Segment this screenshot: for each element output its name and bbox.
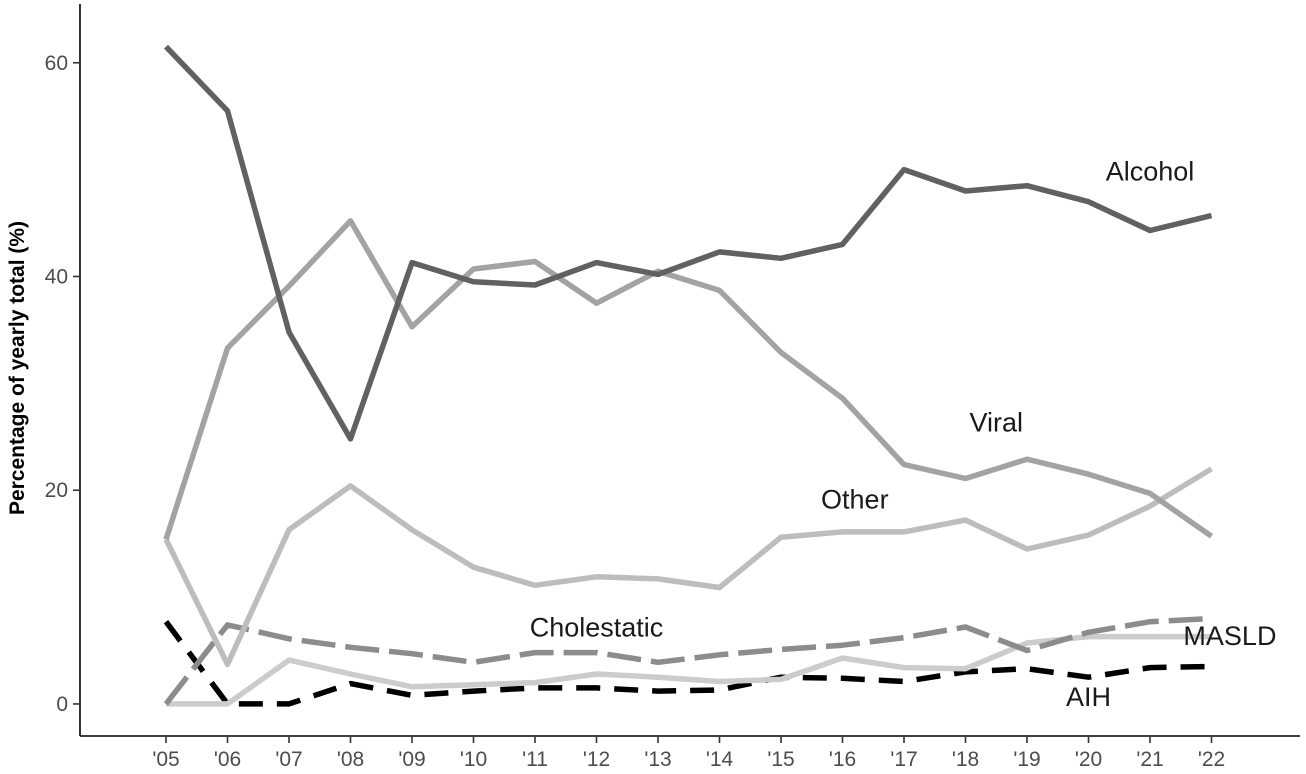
x-tick-label: '13 (644, 748, 671, 771)
x-tick-label: '05 (152, 748, 179, 771)
series-label-cholestatic: Cholestatic (530, 613, 664, 643)
series-layer (163, 44, 1214, 707)
x-tick-label: '10 (460, 748, 487, 771)
x-tick-label: '22 (1198, 748, 1225, 771)
x-ticks: '05 '06 '07 '08 '09 '10 '11 '12 '13 '14 '15 '16 '17 '… (152, 736, 1225, 771)
y-axis-title: Percentage of yearly total (%) (6, 221, 29, 515)
x-tick-label: '14 (706, 748, 734, 771)
series-label-alcohol: Alcohol (1106, 156, 1195, 186)
x-tick-label: '09 (398, 748, 425, 771)
x-tick-label: '21 (1136, 748, 1163, 771)
series-labels: Alcohol Viral Other Cholestatic MASLD AIH (530, 156, 1277, 712)
y-tick-label: 0 (56, 693, 68, 716)
y-tick-label: 60 (45, 52, 68, 75)
x-tick-label: '11 (522, 748, 548, 771)
series-line-masld (166, 633, 1212, 707)
x-tick-label: '12 (583, 748, 610, 771)
x-tick-label: '17 (890, 748, 917, 771)
series-label-masld: MASLD (1183, 621, 1276, 651)
y-tick-label: 20 (45, 479, 68, 502)
x-tick-label: '20 (1075, 748, 1102, 771)
x-tick-label: '19 (1013, 748, 1040, 771)
series-line-alcohol (164, 44, 1213, 442)
series-line-other (163, 466, 1213, 668)
x-tick-label: '18 (952, 748, 979, 771)
x-tick-label: '16 (829, 748, 856, 771)
x-tick-label: '07 (275, 748, 302, 771)
x-tick-label: '06 (214, 748, 241, 771)
y-tick-label: 40 (45, 265, 68, 288)
series-line-viral (163, 218, 1214, 541)
axes: 0 20 40 60 '05 '06 '07 '08 '09 '10 '11 '12 '13 '14 '1… (45, 4, 1300, 771)
x-tick-label: '15 (767, 748, 794, 771)
series-line-aih (163, 620, 1212, 707)
series-label-aih: AIH (1066, 682, 1111, 712)
series-label-other: Other (821, 484, 889, 514)
series-label-viral: Viral (969, 407, 1023, 437)
x-tick-label: '08 (337, 748, 364, 771)
y-ticks: 0 20 40 60 (45, 52, 80, 716)
